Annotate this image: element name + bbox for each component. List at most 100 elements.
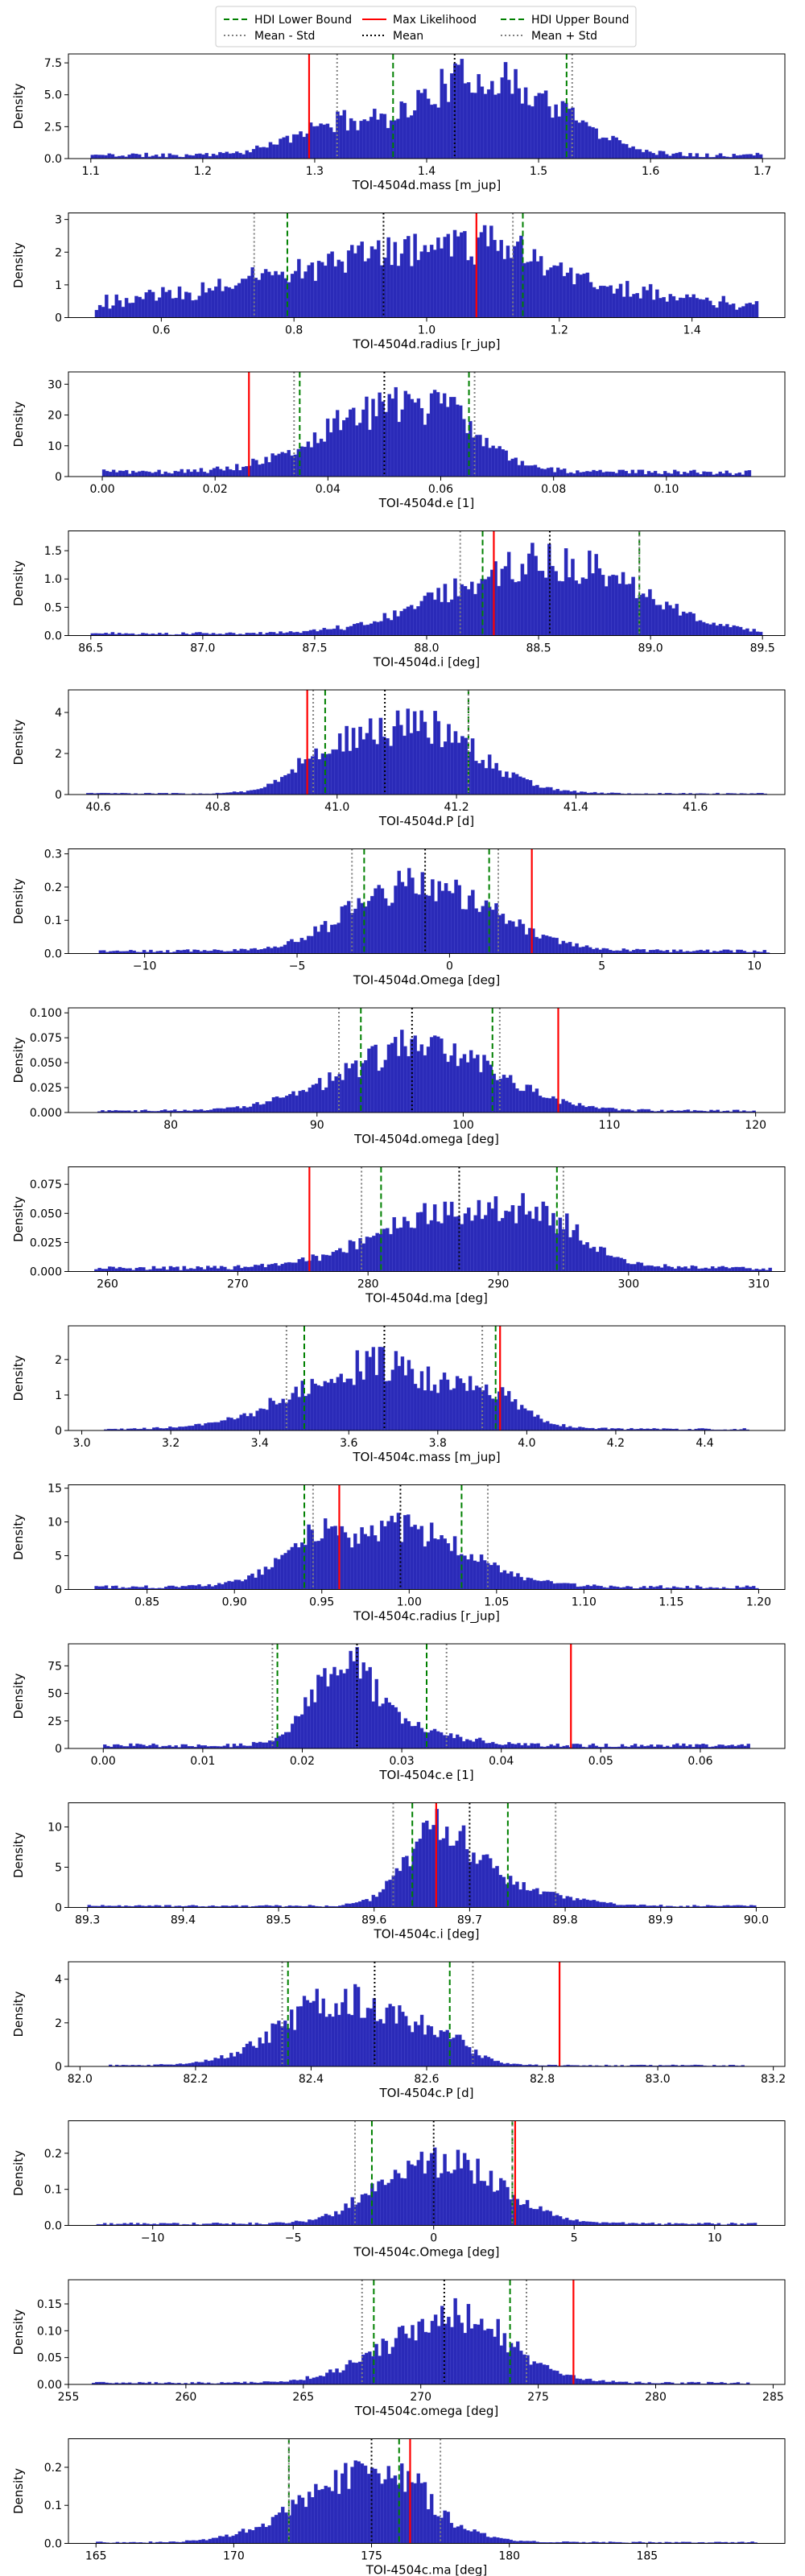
histogram-bar xyxy=(680,1267,684,1272)
histogram-bars xyxy=(87,1809,757,1908)
histogram-bar xyxy=(466,588,471,636)
histogram-bar xyxy=(390,2478,394,2544)
histogram-bar xyxy=(266,1569,271,1590)
histogram-bar xyxy=(565,1896,570,1908)
histogram-bar xyxy=(737,1266,742,1272)
histogram-bar xyxy=(615,950,619,954)
histogram-bar xyxy=(294,1262,298,1272)
histogram-bar xyxy=(478,435,482,477)
histogram-bar xyxy=(210,1422,214,1431)
y-tick-label: 0.050 xyxy=(30,1208,62,1220)
histogram-bar xyxy=(207,1422,211,1431)
histogram-bar xyxy=(155,1268,159,1272)
histogram-bar xyxy=(580,1105,585,1113)
histogram-bar xyxy=(514,68,518,159)
histogram-bar xyxy=(270,783,274,795)
histogram-bar xyxy=(228,2537,232,2544)
x-tick-label: 1.2 xyxy=(551,324,568,337)
histogram-bar xyxy=(672,1586,676,1590)
histogram-bar xyxy=(640,1108,644,1113)
histogram-bar xyxy=(267,1740,272,1749)
histogram-bar xyxy=(569,1583,573,1590)
histogram-bar xyxy=(592,469,596,477)
y-axis-label: Density xyxy=(11,2150,26,2196)
histogram-bar xyxy=(705,949,710,954)
histogram-bar xyxy=(416,606,420,636)
histogram-bar xyxy=(308,2002,313,2067)
histogram-bar xyxy=(452,2169,457,2226)
histogram-bar xyxy=(672,1744,676,1749)
histogram-bar xyxy=(101,1586,105,1590)
histogram-bar xyxy=(382,613,387,636)
histogram-bar xyxy=(718,471,722,477)
histogram-bar xyxy=(212,468,217,477)
histogram-bar xyxy=(539,1580,543,1590)
histogram-bar xyxy=(340,906,345,954)
histogram-bar xyxy=(578,2221,582,2226)
histogram-bar xyxy=(297,1397,301,1431)
histogram-bar xyxy=(107,1266,112,1272)
histogram-bar xyxy=(341,1252,345,1272)
histogram-bar xyxy=(245,2043,250,2067)
histogram-bar xyxy=(400,1724,405,1749)
histogram-bar xyxy=(138,1744,142,1749)
histogram-bar xyxy=(178,1426,182,1431)
histogram-bar xyxy=(300,2497,305,2544)
histogram-bar xyxy=(501,449,505,477)
histogram-bar xyxy=(670,1266,675,1272)
histogram-bar xyxy=(469,1554,473,1590)
histogram-bar xyxy=(423,245,427,318)
histogram-bar xyxy=(511,772,516,795)
histogram-bar xyxy=(501,1744,505,1749)
histogram-bar xyxy=(526,105,531,159)
histogram-bar xyxy=(338,2372,342,2385)
histogram-bar xyxy=(559,1426,563,1431)
y-axis-label: Density xyxy=(11,1037,26,1083)
histogram-bar xyxy=(631,146,635,159)
histogram-bar xyxy=(463,2332,468,2385)
x-tick-label: 3.6 xyxy=(340,1437,357,1450)
histogram-bar xyxy=(672,949,676,954)
histogram-bar xyxy=(555,2215,559,2226)
histogram-bar xyxy=(595,471,599,477)
histogram-bar xyxy=(248,2041,253,2067)
histogram-bar xyxy=(381,1347,386,1431)
histogram-bars xyxy=(86,708,767,795)
histogram-bar xyxy=(601,575,605,636)
histogram-bar xyxy=(575,2378,579,2385)
histogram-bar xyxy=(416,2025,421,2067)
histogram-bar xyxy=(225,2534,229,2544)
histogram-bar xyxy=(331,1252,336,1272)
histogram-bar xyxy=(432,1728,437,1749)
histogram-bar xyxy=(433,2514,437,2544)
histogram-bar xyxy=(594,2222,599,2226)
histogram-bar xyxy=(696,950,700,954)
histogram-bar xyxy=(518,776,522,795)
histogram-bar xyxy=(267,2525,272,2544)
histogram-bar xyxy=(189,471,194,477)
histogram-bar xyxy=(666,473,671,477)
histogram-bar xyxy=(246,791,250,795)
histogram-bar xyxy=(597,138,602,159)
histogram-bar xyxy=(365,1351,369,1431)
histogram-bars xyxy=(97,1030,756,1113)
histogram-bar xyxy=(488,448,492,477)
histogram-bar xyxy=(629,1586,633,1590)
histogram-bar xyxy=(256,789,261,795)
histogram-bar xyxy=(564,1100,568,1113)
histogram-bar xyxy=(264,2527,269,2544)
histogram-bar xyxy=(327,254,331,318)
histogram-bar xyxy=(558,2216,563,2226)
histogram-bar xyxy=(167,1744,171,1749)
histogram-bar xyxy=(699,949,703,954)
x-tick-label: 0.05 xyxy=(588,1755,613,1768)
histogram-bar xyxy=(264,456,268,477)
histogram-bar xyxy=(101,307,105,318)
histogram-bar xyxy=(323,1518,328,1590)
histogram-bar xyxy=(207,287,212,318)
histogram-bar xyxy=(167,473,171,477)
histogram-bar xyxy=(663,471,667,477)
histogram-bar xyxy=(466,1558,470,1590)
histogram-bar xyxy=(327,1528,331,1590)
histogram-bar xyxy=(402,1216,407,1272)
